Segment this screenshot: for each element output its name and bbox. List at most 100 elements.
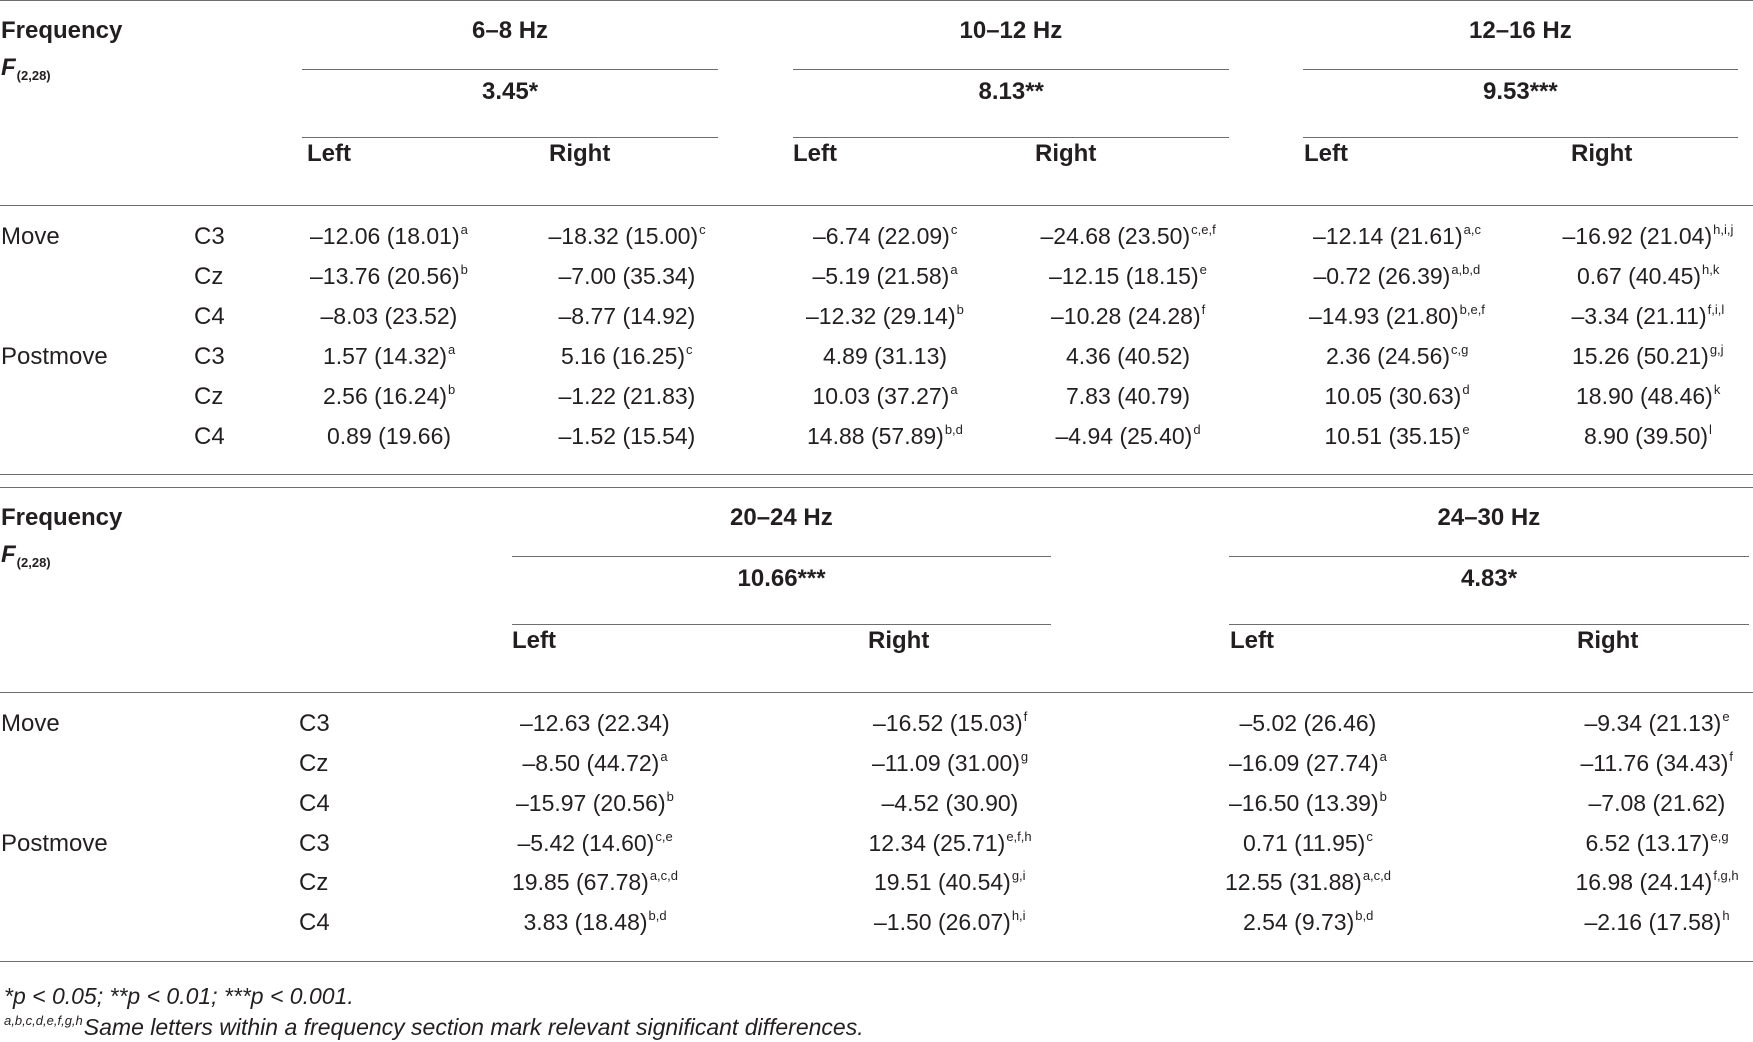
band-rule xyxy=(302,69,718,70)
table-cell: 7.83 (40.79) xyxy=(1066,383,1191,409)
table-cell: –3.34 (21.11)f,i,l xyxy=(1571,302,1725,329)
table-1-top-rule xyxy=(0,0,1753,1)
table-cell: –13.76 (20.56)b xyxy=(310,262,468,289)
column-right-label: Right xyxy=(549,140,611,167)
table-cell: –7.08 (21.62) xyxy=(1588,790,1726,816)
column-right-label: Right xyxy=(1571,140,1633,167)
column-right-label: Right xyxy=(1035,140,1097,167)
column-left-label: Left xyxy=(512,627,556,654)
table-cell: 5.16 (16.25)c xyxy=(561,342,693,369)
table-cell: 10.05 (30.63)d xyxy=(1324,382,1470,409)
table-cell: –8.50 (44.72)a xyxy=(522,749,668,776)
table-2-header-rule xyxy=(0,692,1753,693)
table-2-bottom-rule xyxy=(0,961,1753,962)
band-range-12–16 Hz: 12–16 Hz xyxy=(1469,17,1572,44)
table-cell: 4.36 (40.52) xyxy=(1066,343,1191,369)
table-cell: –4.52 (30.90) xyxy=(881,790,1019,816)
table-cell: 12.55 (31.88)a,c,d xyxy=(1225,868,1392,895)
table-cell: –18.32 (15.00)c xyxy=(548,222,706,249)
band-f-value: 9.53*** xyxy=(1483,78,1558,105)
band-rule xyxy=(302,137,718,138)
frequency-label: Frequency xyxy=(1,504,123,531)
row-site-label: C3 xyxy=(194,223,225,250)
table-cell: –5.19 (21.58)a xyxy=(812,262,958,289)
row-site-label: C3 xyxy=(299,830,330,857)
table-cell: –12.32 (29.14)b xyxy=(806,302,964,329)
table-cell: –9.34 (21.13)e xyxy=(1584,709,1730,736)
row-site-label: Cz xyxy=(299,750,329,777)
band-f-value: 10.66*** xyxy=(737,565,826,592)
band-f-value: 4.83* xyxy=(1461,565,1518,592)
band-rule xyxy=(793,69,1229,70)
table-cell: 19.85 (67.78)a,c,d xyxy=(512,868,679,895)
table-cell: –10.28 (24.28)f xyxy=(1051,302,1206,329)
table-cell: 14.88 (57.89)b,d xyxy=(807,422,963,449)
frequency-label: Frequency xyxy=(1,17,123,44)
table-cell: –16.09 (27.74)a xyxy=(1229,749,1387,776)
table-cell: –1.50 (26.07)h,i xyxy=(874,908,1026,935)
band-f-value: 8.13** xyxy=(978,78,1044,105)
table-cell: –5.02 (26.46) xyxy=(1239,710,1377,736)
band-range-6–8 Hz: 6–8 Hz xyxy=(472,17,549,44)
f-statistic-label: F(2,28) xyxy=(1,541,51,570)
row-phase-label: Move xyxy=(1,223,60,250)
table-cell: 2.36 (24.56)c,g xyxy=(1326,342,1469,369)
table-1-bottom-rule xyxy=(0,474,1753,475)
table-cell: 3.83 (18.48)b,d xyxy=(523,908,667,935)
table-cell: –11.09 (31.00)g xyxy=(872,749,1029,776)
table-cell: –4.94 (25.40)d xyxy=(1055,422,1201,449)
row-phase-label: Postmove xyxy=(1,830,108,857)
row-site-label: C4 xyxy=(194,303,225,330)
band-rule xyxy=(1229,556,1749,557)
footnote-letters: a,b,c,d,e,f,g,hSame letters within a fre… xyxy=(4,1013,864,1040)
table-cell: –5.42 (14.60)c,e xyxy=(517,829,673,856)
band-rule xyxy=(793,137,1229,138)
row-site-label: Cz xyxy=(194,263,224,290)
table-cell: 1.57 (14.32)a xyxy=(323,342,456,369)
f-statistic-label: F(2,28) xyxy=(1,54,51,83)
table-cell: 8.90 (39.50)l xyxy=(1584,422,1712,449)
table-cell: 12.34 (25.71)e,f,h xyxy=(868,829,1032,856)
table-cell: –11.76 (34.43)f xyxy=(1580,749,1734,776)
table-cell: –2.16 (17.58)h xyxy=(1584,908,1730,935)
table-cell: 10.03 (37.27)a xyxy=(812,382,958,409)
table-cell: –16.50 (13.39)b xyxy=(1229,789,1387,816)
band-range-20–24 Hz: 20–24 Hz xyxy=(730,504,833,531)
table-2-top-rule xyxy=(0,487,1753,488)
band-rule xyxy=(512,624,1051,625)
row-site-label: Cz xyxy=(299,869,329,896)
table-cell: 2.56 (16.24)b xyxy=(323,382,456,409)
table-cell: –12.14 (21.61)a,c xyxy=(1313,222,1481,249)
table-cell: –16.52 (15.03)f xyxy=(873,709,1028,736)
table-cell: –24.68 (23.50)c,e,f xyxy=(1040,222,1216,249)
table-cell: –15.97 (20.56)b xyxy=(516,789,674,816)
footnote-significance: *p < 0.05; **p < 0.01; ***p < 0.001. xyxy=(4,983,354,1009)
row-site-label: Cz xyxy=(194,383,224,410)
table-cell: –6.74 (22.09)c xyxy=(813,222,958,249)
table-cell: –7.00 (35.34) xyxy=(558,263,696,289)
band-range-24–30 Hz: 24–30 Hz xyxy=(1437,504,1541,531)
column-right-label: Right xyxy=(1577,627,1639,654)
row-site-label: C3 xyxy=(299,710,330,737)
band-rule xyxy=(1303,137,1738,138)
table-cell: –12.15 (18.15)e xyxy=(1049,262,1207,289)
table-cell: –1.52 (15.54) xyxy=(558,423,696,449)
row-phase-label: Postmove xyxy=(1,343,108,370)
column-left-label: Left xyxy=(307,140,351,167)
table-cell: 6.52 (13.17)e,g xyxy=(1585,829,1729,856)
band-rule xyxy=(512,556,1051,557)
table-cell: 19.51 (40.54)g,i xyxy=(874,868,1026,895)
table-cell: 15.26 (50.21)g,j xyxy=(1572,342,1724,369)
band-range-10–12 Hz: 10–12 Hz xyxy=(959,17,1063,44)
table-cell: 0.71 (11.95)c xyxy=(1243,829,1373,856)
table-cell: –1.22 (21.83) xyxy=(558,383,696,409)
table-cell: –12.06 (18.01)a xyxy=(310,222,468,249)
table-cell: –14.93 (21.80)b,e,f xyxy=(1309,302,1485,329)
row-site-label: C4 xyxy=(299,790,330,817)
table-cell: –8.03 (23.52) xyxy=(320,303,458,329)
table-cell: 16.98 (24.14)f,g,h xyxy=(1575,868,1739,895)
table-cell: 2.54 (9.73)b,d xyxy=(1243,908,1374,935)
table-cell: 0.67 (40.45)h,k xyxy=(1577,262,1720,289)
band-f-value: 3.45* xyxy=(482,78,539,105)
table-cell: 4.89 (31.13) xyxy=(823,343,948,369)
